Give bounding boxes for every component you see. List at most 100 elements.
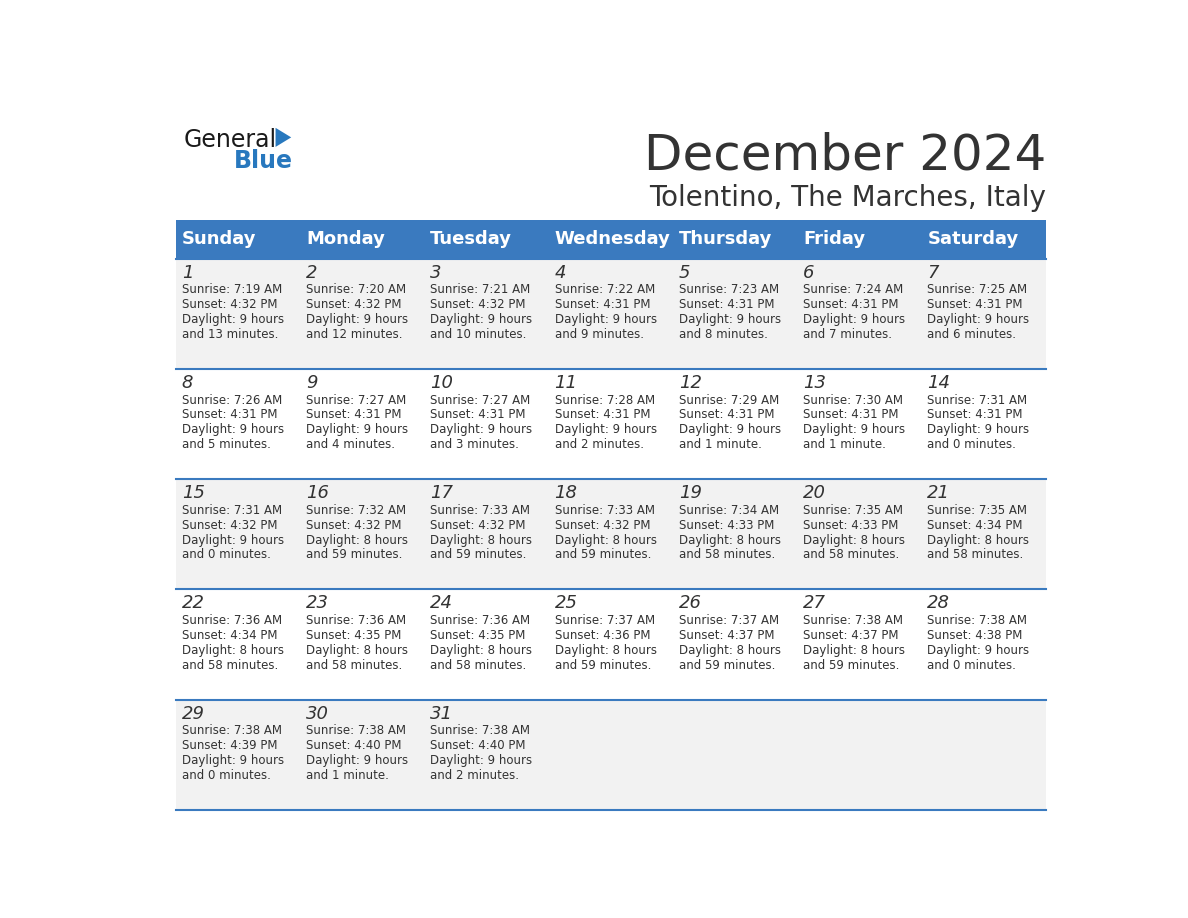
Bar [176,589,1047,700]
Text: Sunset: 4:37 PM: Sunset: 4:37 PM [803,629,898,642]
Text: Daylight: 8 hours: Daylight: 8 hours [678,644,781,657]
Text: Sunset: 4:33 PM: Sunset: 4:33 PM [678,519,775,532]
Text: Sunset: 4:31 PM: Sunset: 4:31 PM [307,409,402,421]
Text: 17: 17 [430,484,454,502]
Text: Daylight: 8 hours: Daylight: 8 hours [803,644,905,657]
Text: Sunrise: 7:27 AM: Sunrise: 7:27 AM [430,394,531,407]
Text: 15: 15 [182,484,204,502]
Text: Tuesday: Tuesday [430,230,512,248]
Text: Daylight: 9 hours: Daylight: 9 hours [182,754,284,767]
Text: Sunset: 4:31 PM: Sunset: 4:31 PM [928,298,1023,311]
Text: and 59 minutes.: and 59 minutes. [803,659,899,672]
Text: Sunset: 4:31 PM: Sunset: 4:31 PM [928,409,1023,421]
Text: Sunset: 4:34 PM: Sunset: 4:34 PM [928,519,1023,532]
Text: and 2 minutes.: and 2 minutes. [555,438,644,451]
Text: and 12 minutes.: and 12 minutes. [307,328,403,341]
Text: and 1 minute.: and 1 minute. [307,769,388,782]
Text: Sunrise: 7:35 AM: Sunrise: 7:35 AM [803,504,903,517]
Text: Sunrise: 7:27 AM: Sunrise: 7:27 AM [307,394,406,407]
Text: Daylight: 9 hours: Daylight: 9 hours [182,423,284,436]
Text: 18: 18 [555,484,577,502]
Text: 19: 19 [678,484,702,502]
Text: and 58 minutes.: and 58 minutes. [928,548,1024,562]
Text: Sunrise: 7:36 AM: Sunrise: 7:36 AM [182,614,282,627]
Text: 27: 27 [803,594,826,612]
Text: Daylight: 9 hours: Daylight: 9 hours [307,423,407,436]
Text: and 58 minutes.: and 58 minutes. [678,548,775,562]
Text: Sunrise: 7:33 AM: Sunrise: 7:33 AM [430,504,530,517]
Text: Sunrise: 7:29 AM: Sunrise: 7:29 AM [678,394,779,407]
Text: and 59 minutes.: and 59 minutes. [555,659,651,672]
Text: Sunrise: 7:36 AM: Sunrise: 7:36 AM [307,614,406,627]
Text: Wednesday: Wednesday [555,230,670,248]
Bar [176,700,1047,810]
Text: Daylight: 9 hours: Daylight: 9 hours [803,423,905,436]
Text: Sunrise: 7:37 AM: Sunrise: 7:37 AM [678,614,779,627]
Text: Sunset: 4:40 PM: Sunset: 4:40 PM [307,739,402,752]
Text: and 0 minutes.: and 0 minutes. [928,659,1016,672]
Text: and 59 minutes.: and 59 minutes. [307,548,403,562]
Text: Daylight: 8 hours: Daylight: 8 hours [928,533,1030,546]
Text: Sunset: 4:32 PM: Sunset: 4:32 PM [430,519,526,532]
Text: Daylight: 8 hours: Daylight: 8 hours [430,533,532,546]
Text: 30: 30 [307,705,329,722]
Text: Daylight: 9 hours: Daylight: 9 hours [430,423,532,436]
Text: 11: 11 [555,374,577,392]
Text: Sunset: 4:37 PM: Sunset: 4:37 PM [678,629,775,642]
Text: Tolentino, The Marches, Italy: Tolentino, The Marches, Italy [650,185,1047,212]
Text: 14: 14 [928,374,950,392]
Text: Daylight: 9 hours: Daylight: 9 hours [182,313,284,326]
Text: 9: 9 [307,374,317,392]
Text: Sunrise: 7:26 AM: Sunrise: 7:26 AM [182,394,282,407]
Text: and 9 minutes.: and 9 minutes. [555,328,644,341]
Text: Sunrise: 7:24 AM: Sunrise: 7:24 AM [803,284,903,297]
Text: Sunset: 4:31 PM: Sunset: 4:31 PM [803,298,898,311]
Text: 7: 7 [928,263,939,282]
Text: Daylight: 8 hours: Daylight: 8 hours [430,644,532,657]
Text: 5: 5 [678,263,690,282]
Text: Sunrise: 7:38 AM: Sunrise: 7:38 AM [307,724,406,737]
Text: and 59 minutes.: and 59 minutes. [678,659,776,672]
Text: Sunset: 4:38 PM: Sunset: 4:38 PM [928,629,1023,642]
Text: Sunset: 4:31 PM: Sunset: 4:31 PM [430,409,526,421]
Text: Daylight: 9 hours: Daylight: 9 hours [928,644,1030,657]
Text: and 13 minutes.: and 13 minutes. [182,328,278,341]
Text: and 0 minutes.: and 0 minutes. [182,548,271,562]
Text: 31: 31 [430,705,454,722]
Text: Sunrise: 7:36 AM: Sunrise: 7:36 AM [430,614,530,627]
Text: Sunrise: 7:25 AM: Sunrise: 7:25 AM [928,284,1028,297]
Text: and 7 minutes.: and 7 minutes. [803,328,892,341]
Text: Friday: Friday [803,230,865,248]
Bar [425,219,549,259]
Text: Daylight: 8 hours: Daylight: 8 hours [182,644,284,657]
Text: Sunset: 4:36 PM: Sunset: 4:36 PM [555,629,650,642]
Text: Sunday: Sunday [182,230,257,248]
Text: Sunset: 4:32 PM: Sunset: 4:32 PM [182,298,277,311]
Text: and 58 minutes.: and 58 minutes. [803,548,899,562]
Text: Sunrise: 7:32 AM: Sunrise: 7:32 AM [307,504,406,517]
Text: 1: 1 [182,263,194,282]
Text: Sunrise: 7:38 AM: Sunrise: 7:38 AM [182,724,282,737]
Bar [176,479,1047,589]
Text: 16: 16 [307,484,329,502]
Text: Sunset: 4:32 PM: Sunset: 4:32 PM [307,298,402,311]
Text: and 59 minutes.: and 59 minutes. [555,548,651,562]
Bar [176,369,1047,479]
Text: Daylight: 9 hours: Daylight: 9 hours [430,313,532,326]
Text: Saturday: Saturday [928,230,1018,248]
Text: Monday: Monday [307,230,385,248]
Text: Sunrise: 7:31 AM: Sunrise: 7:31 AM [182,504,282,517]
Text: Sunrise: 7:31 AM: Sunrise: 7:31 AM [928,394,1028,407]
Text: 24: 24 [430,594,454,612]
Text: Daylight: 9 hours: Daylight: 9 hours [182,533,284,546]
Text: 13: 13 [803,374,826,392]
Text: and 2 minutes.: and 2 minutes. [430,769,519,782]
Text: Daylight: 8 hours: Daylight: 8 hours [678,533,781,546]
Text: 3: 3 [430,263,442,282]
Text: 12: 12 [678,374,702,392]
Text: 20: 20 [803,484,826,502]
Text: Sunrise: 7:28 AM: Sunrise: 7:28 AM [555,394,655,407]
Text: Sunrise: 7:34 AM: Sunrise: 7:34 AM [678,504,779,517]
Text: and 59 minutes.: and 59 minutes. [430,548,526,562]
Bar [674,219,797,259]
